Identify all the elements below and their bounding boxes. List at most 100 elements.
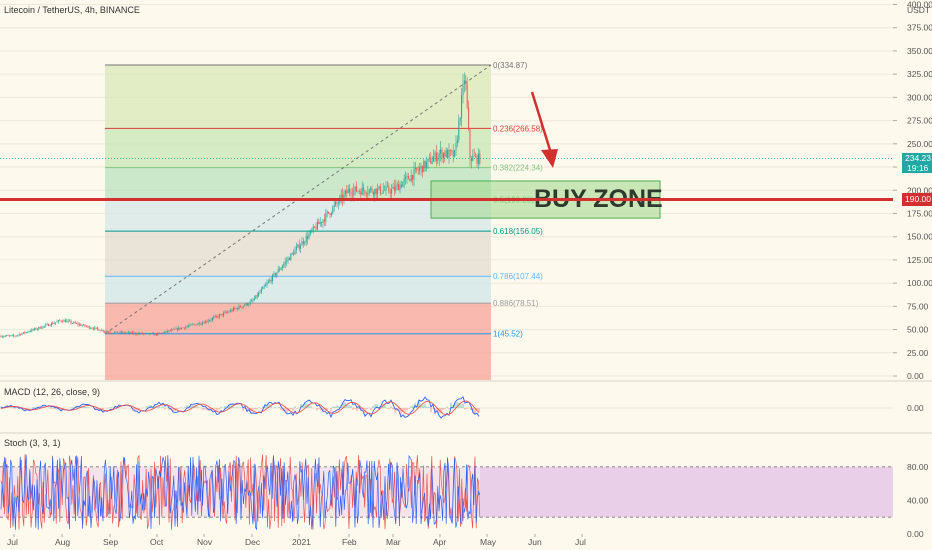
candle-body bbox=[305, 236, 307, 243]
candle-body bbox=[346, 190, 348, 194]
candle-body bbox=[434, 152, 436, 158]
candle-body bbox=[431, 161, 433, 164]
candle-body bbox=[451, 150, 453, 152]
candle-body bbox=[244, 305, 246, 306]
candle-body bbox=[449, 149, 451, 151]
y-tick-label: 275.00 bbox=[907, 116, 932, 126]
candle-body bbox=[144, 333, 146, 334]
candle-body bbox=[368, 189, 370, 194]
candle-body bbox=[85, 326, 87, 327]
candle-body bbox=[302, 241, 304, 244]
candle-body bbox=[286, 260, 288, 262]
down-arrow-shaft bbox=[530, 91, 552, 151]
candle-body bbox=[470, 158, 472, 161]
price-tag-bg bbox=[902, 153, 932, 173]
candle-body bbox=[287, 258, 289, 261]
candle-body bbox=[354, 186, 356, 190]
x-tick-label: Oct bbox=[150, 537, 164, 547]
candle-body bbox=[67, 320, 69, 322]
fibonacci-retracement[interactable]: 0(334.87)0.236(266.58)0.382(224.34)0.5(1… bbox=[105, 61, 543, 380]
candle-body bbox=[416, 168, 418, 171]
candle-body bbox=[293, 253, 295, 255]
fib-level-label: 0.886(78.51) bbox=[493, 299, 539, 308]
candle-body bbox=[15, 335, 17, 337]
candle-body bbox=[403, 178, 405, 183]
candle-body bbox=[419, 168, 421, 171]
candle-body bbox=[168, 330, 170, 332]
y-tick-label: 25.00 bbox=[907, 348, 929, 358]
candle-body bbox=[60, 320, 62, 322]
candle-body bbox=[41, 328, 43, 329]
candle-body bbox=[276, 272, 278, 276]
candle-body bbox=[225, 312, 227, 313]
candle-body bbox=[472, 155, 474, 161]
down-arrow-head-icon bbox=[541, 149, 558, 168]
candle-body bbox=[46, 324, 48, 325]
candle-body bbox=[55, 322, 57, 324]
candle-body bbox=[364, 190, 366, 194]
candle-body bbox=[53, 323, 55, 324]
candle-body bbox=[123, 332, 125, 334]
candle-body bbox=[101, 330, 103, 331]
candle-body bbox=[265, 284, 267, 287]
candle-body bbox=[442, 153, 444, 159]
y-tick-label: 375.00 bbox=[907, 23, 932, 33]
stoch-tick-label: 40.00 bbox=[907, 495, 929, 505]
candle-body bbox=[106, 331, 108, 333]
candle-body bbox=[312, 226, 314, 231]
candle-body bbox=[151, 333, 153, 334]
candle-body bbox=[6, 335, 8, 337]
candle-body bbox=[433, 157, 435, 162]
candle-body bbox=[393, 186, 395, 191]
candle-body bbox=[342, 194, 344, 200]
candle-body bbox=[204, 321, 206, 324]
candle-body bbox=[253, 298, 255, 301]
y-tick-label: 300.00 bbox=[907, 92, 932, 102]
time-axis[interactable]: Jul Aug Sep Oct Nov Dec 2021 Feb Mar Apr May Jun Jul bbox=[7, 534, 586, 547]
candle-body bbox=[122, 332, 124, 333]
candle-body bbox=[318, 221, 320, 225]
candle-body bbox=[260, 289, 262, 293]
candle-body bbox=[356, 186, 358, 192]
candle-body bbox=[88, 326, 90, 329]
candle-body bbox=[262, 286, 264, 290]
candle-body bbox=[391, 188, 393, 194]
x-tick-label: Mar bbox=[386, 537, 401, 547]
candle-body bbox=[237, 308, 239, 310]
candle-body bbox=[213, 317, 215, 319]
candle-body bbox=[133, 332, 135, 334]
candle-body bbox=[125, 332, 127, 334]
candle-body bbox=[171, 329, 173, 331]
candle-body bbox=[344, 190, 346, 194]
candle-body bbox=[4, 335, 6, 337]
candle-body bbox=[405, 176, 407, 179]
candle-body bbox=[371, 188, 373, 193]
candle-body bbox=[102, 330, 104, 332]
price-tag-time: 19:16 bbox=[907, 163, 929, 173]
candle-body bbox=[459, 118, 461, 122]
candle-body bbox=[319, 222, 321, 225]
candle-body bbox=[465, 80, 467, 84]
stoch-pane: 80.00 40.00 0.00 bbox=[0, 454, 929, 539]
candle-body bbox=[169, 330, 171, 332]
candle-body bbox=[105, 331, 107, 333]
down-arrow[interactable] bbox=[530, 91, 558, 168]
macd-tick-label: 0.00 bbox=[907, 403, 924, 413]
candle-body bbox=[64, 320, 66, 323]
candle-body bbox=[426, 161, 428, 168]
candle-body bbox=[291, 253, 293, 254]
y-tick-label: 150.00 bbox=[907, 232, 932, 242]
candle-body bbox=[357, 191, 359, 192]
candle-body bbox=[224, 312, 226, 313]
candle-body bbox=[147, 332, 149, 334]
candle-body bbox=[77, 323, 79, 325]
candle-body bbox=[246, 303, 248, 306]
candle-body bbox=[381, 193, 383, 194]
candle-body bbox=[38, 326, 40, 329]
candle-body bbox=[475, 155, 477, 157]
y-tick-label: 325.00 bbox=[907, 69, 932, 79]
candle-body bbox=[370, 188, 372, 190]
candle-body bbox=[330, 213, 332, 215]
candle-body bbox=[413, 168, 415, 180]
candle-body bbox=[332, 207, 334, 214]
